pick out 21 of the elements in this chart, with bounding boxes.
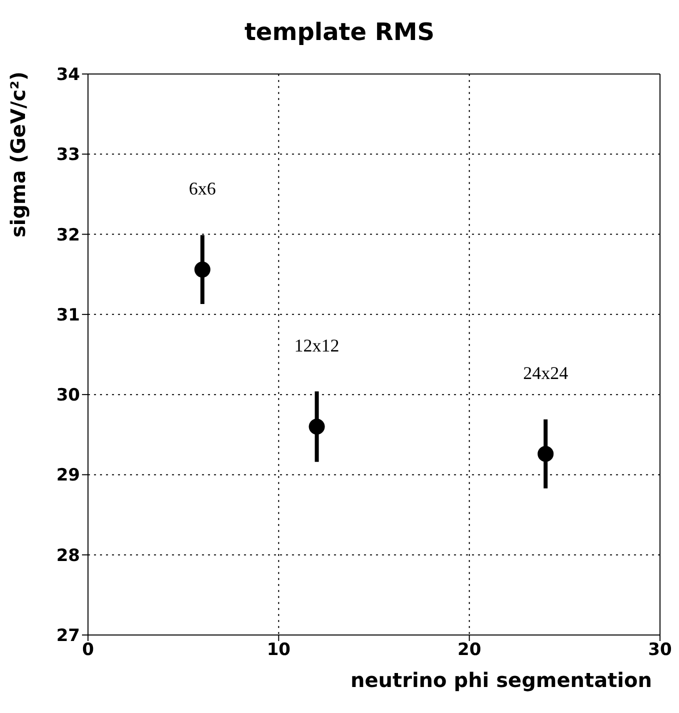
x-tick-label: 10 [266,640,291,660]
annotation: 6x6 [188,178,216,199]
x-tick-label: 0 [82,640,94,660]
y-tick-label: 34 [56,65,80,86]
point [194,262,210,278]
y-tick-label: 33 [56,145,80,166]
x-tick-label: 30 [648,640,672,660]
annotation: 12x12 [294,336,340,356]
y-tick-label: 30 [56,386,80,406]
y-tick-label: 28 [56,546,80,566]
y-tick-label: 29 [56,466,80,486]
y-tick-label: 32 [56,225,80,246]
y-axis-title: sigma (GeV/c²) [6,71,30,238]
point [538,446,554,462]
y-tick-label: 31 [56,305,80,326]
point [308,418,325,435]
x-axis-title: neutrino phi segmentation [350,668,652,692]
y-tick-label: 27 [56,626,80,646]
x-tick-label: 20 [457,640,482,660]
chart-title: template RMS [243,18,436,46]
annotation: 24x24 [523,362,568,383]
